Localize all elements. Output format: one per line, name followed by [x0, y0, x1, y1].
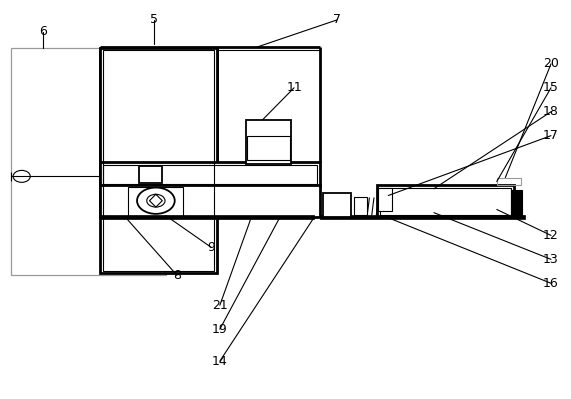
Text: 7: 7	[333, 14, 341, 26]
Text: 16: 16	[543, 277, 559, 290]
Bar	[380, 188, 511, 215]
Bar	[377, 185, 514, 217]
Text: 14: 14	[212, 355, 228, 367]
Text: 20: 20	[543, 57, 559, 70]
Text: 17: 17	[543, 129, 559, 142]
Bar	[11, 48, 166, 275]
Bar	[100, 185, 320, 217]
Bar	[139, 166, 162, 183]
Bar	[323, 193, 351, 217]
Bar	[128, 187, 183, 216]
Text: 9: 9	[207, 241, 215, 254]
Text: 19: 19	[212, 323, 228, 336]
Bar	[246, 120, 291, 164]
Text: 12: 12	[543, 229, 559, 242]
Bar	[511, 190, 522, 217]
Bar	[497, 178, 521, 185]
Text: 11: 11	[286, 81, 302, 94]
Bar	[320, 215, 525, 219]
Bar	[100, 215, 314, 219]
Text: 13: 13	[543, 253, 559, 266]
Bar	[247, 136, 290, 160]
Text: 15: 15	[543, 81, 559, 94]
Bar	[100, 162, 320, 186]
Text: 8: 8	[173, 269, 181, 282]
Bar	[103, 165, 317, 184]
Bar	[354, 197, 367, 215]
Text: 6: 6	[39, 26, 47, 38]
Bar	[100, 48, 217, 273]
Text: 5: 5	[150, 14, 158, 26]
Bar	[378, 188, 392, 211]
Bar	[103, 50, 214, 271]
Text: 21: 21	[212, 299, 228, 312]
Text: 18: 18	[543, 105, 559, 118]
